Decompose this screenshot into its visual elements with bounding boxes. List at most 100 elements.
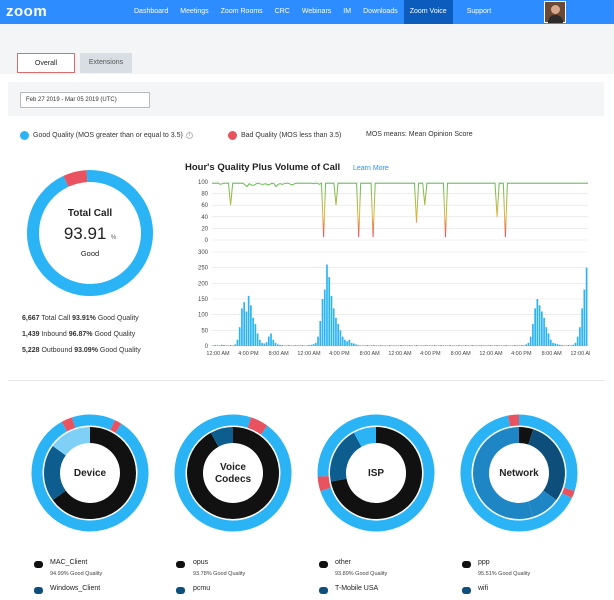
donut-3-outer-segment-3: [508, 414, 520, 427]
volume-bar: [234, 344, 237, 346]
codec-legend-swatch-2: [176, 587, 185, 594]
nav-meetings[interactable]: Meetings: [180, 8, 209, 15]
bar-chart-xtick: 4:00 PM: [238, 351, 259, 357]
donut-1-inner-segment-0: [187, 427, 279, 519]
volume-bar: [288, 345, 290, 346]
zoom-logo[interactable]: zoom: [6, 3, 48, 20]
volume-bar: [353, 343, 355, 346]
volume-bar: [471, 345, 474, 346]
bar-chart-ytick: 250: [198, 266, 209, 272]
volume-bar: [359, 345, 362, 346]
volume-bar: [350, 342, 353, 346]
donut-3-outer-segment-1: [561, 487, 575, 498]
isp-legend-swatch-1: [319, 561, 328, 568]
volume-bar: [451, 345, 454, 346]
isp-legend-1[interactable]: other: [335, 559, 351, 566]
donut-2-inner-segment-1: [330, 432, 362, 482]
volume-bar: [330, 295, 333, 346]
codec-legend-2[interactable]: pcmu: [193, 585, 211, 592]
codec-legend-1[interactable]: opus: [193, 559, 209, 566]
donut-2-outer-segment-2: [317, 414, 377, 477]
date-range-picker[interactable]: Feb 27 2019 - Mar 05 2019 (UTC): [20, 92, 150, 108]
legend-mos-label: MOS means: Mean Opinion Score: [366, 131, 473, 138]
donut-3-center: [490, 444, 548, 502]
volume-bar: [368, 345, 371, 346]
volume-bar: [565, 345, 568, 346]
device-legend-swatch-2: [34, 587, 43, 594]
donut-0-inner-segment-1: [44, 445, 66, 501]
isp-legend-2[interactable]: T-Mobile USA: [335, 585, 379, 592]
donut-2-outer-segment-1: [317, 475, 331, 492]
volume-bar: [397, 345, 400, 346]
donut-3-outer-segment-2: [460, 415, 572, 532]
volume-bar: [212, 345, 214, 346]
legend-good-label: Good Quality (MOS greater than or equal …: [33, 132, 183, 139]
volume-bar: [585, 267, 588, 346]
isp-donut[interactable]: [316, 413, 436, 533]
bar-chart-ytick: 150: [198, 297, 209, 303]
donut-3-inner-segment-1: [527, 429, 565, 501]
network-legend-2[interactable]: wifi: [478, 585, 489, 592]
volume-bar: [274, 342, 277, 346]
total-call-unit: %: [110, 235, 117, 241]
nav-zoom-voice[interactable]: Zoom Voice: [403, 0, 453, 24]
volume-bar: [570, 345, 572, 346]
volume-bar: [447, 345, 449, 346]
bar-chart-ytick: 300: [198, 250, 209, 256]
volume-bar: [491, 345, 494, 346]
volume-bar: [579, 327, 581, 346]
nav-webinars[interactable]: Webinars: [301, 8, 332, 15]
donut-2-inner-segment-2: [353, 427, 377, 447]
volume-bar: [366, 345, 369, 346]
nav-crc[interactable]: CRC: [274, 8, 290, 15]
volume-bar: [292, 345, 295, 346]
volume-bar: [294, 345, 297, 346]
device-donut[interactable]: [30, 413, 150, 533]
volume-bar: [561, 345, 563, 346]
volume-bar: [386, 345, 389, 346]
device-legend-2[interactable]: Windows_Client: [50, 585, 101, 592]
volume-bar: [259, 339, 261, 346]
volume-bar: [218, 345, 221, 346]
info-icon[interactable]: i: [185, 132, 193, 139]
donut-2-inner-segment-0: [330, 427, 422, 519]
donut-0-outer-segment-3: [61, 417, 76, 432]
tab-overall[interactable]: Overall: [17, 53, 75, 73]
volume-bar: [332, 308, 335, 346]
volume-bar: [308, 345, 310, 346]
volume-bar: [538, 305, 541, 346]
volume-bar: [534, 308, 536, 346]
nav-im[interactable]: IM: [343, 8, 352, 15]
donut-1-center: [204, 444, 262, 502]
network-donut[interactable]: [459, 413, 579, 533]
volume-bar: [285, 345, 288, 346]
volume-bar: [442, 345, 445, 346]
line-chart-ytick: 60: [201, 203, 208, 209]
legend-bad-label: Bad Quality (MOS less than 3.5): [241, 132, 342, 139]
volume-bar: [326, 264, 328, 346]
volume-bar: [402, 345, 404, 346]
volume-bar: [306, 345, 308, 346]
volume-bar: [435, 345, 438, 346]
volume-bar: [214, 345, 216, 346]
nav-support[interactable]: Support: [466, 8, 492, 15]
volume-bar: [453, 345, 456, 346]
volume-bar: [489, 345, 492, 346]
network-legend-1[interactable]: ppp: [478, 559, 490, 566]
user-avatar[interactable]: [544, 1, 566, 23]
voice-codecs-donut[interactable]: [173, 413, 293, 533]
learn-more-link[interactable]: Learn More: [353, 165, 389, 172]
tab-extensions[interactable]: Extensions: [80, 53, 132, 73]
volume-bar: [243, 302, 246, 346]
stat-total-count: 6,667: [22, 315, 40, 322]
nav-zoom-rooms[interactable]: Zoom Rooms: [220, 8, 263, 15]
donut-2-outer-segment-0: [320, 414, 435, 532]
isp-donut-label: ISP: [367, 468, 385, 479]
nav-downloads[interactable]: Downloads: [363, 8, 398, 15]
volume-bar: [404, 345, 407, 346]
bar-chart-xtick: 8:00 AM: [451, 351, 472, 357]
volume-bar: [299, 345, 301, 346]
top-nav-bar: zoom Dashboard Meetings Zoom Rooms CRC W…: [0, 0, 614, 24]
nav-dashboard[interactable]: Dashboard: [134, 8, 169, 15]
device-legend-1[interactable]: MAC_Client: [50, 559, 88, 566]
